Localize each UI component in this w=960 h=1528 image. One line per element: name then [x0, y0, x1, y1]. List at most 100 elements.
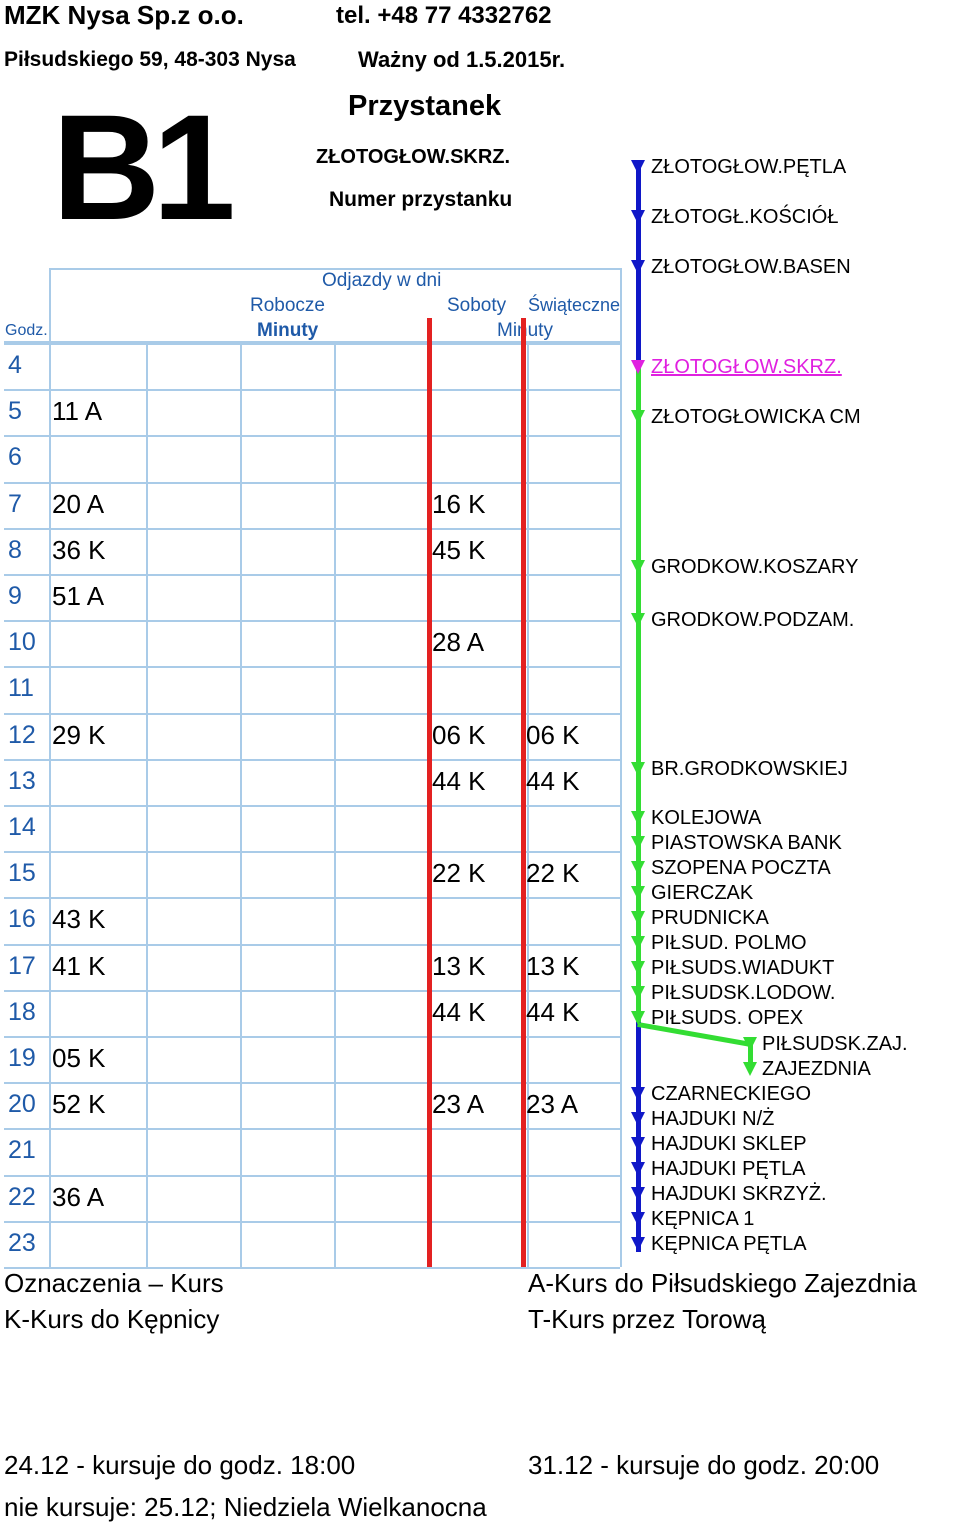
- stop-label: GIERCZAK: [651, 882, 754, 904]
- departure-weekday: 51 A: [52, 581, 105, 611]
- current-stop-label: ZŁOTOGŁOW.SKRZ.: [651, 356, 842, 378]
- grid-line: [4, 897, 620, 900]
- departure-holiday: 13 K: [526, 950, 580, 981]
- stop-marker-icon: [743, 1037, 757, 1051]
- stop-label: HAJDUKI N/Ż: [651, 1108, 775, 1130]
- departure-saturday: 44 K: [432, 765, 486, 796]
- stop-number-label: Numer przystanku: [329, 188, 513, 211]
- stop-label: CZARNECKIEGO: [651, 1083, 812, 1105]
- stop-label: HAJDUKI SKRZYŻ.: [651, 1183, 827, 1205]
- holiday-separator: [521, 318, 526, 1267]
- stop-label: BR.GRODKOWSKIEJ: [651, 758, 848, 780]
- stop-label: PIŁSUDS.WIADUKT: [651, 957, 835, 979]
- departure-saturday: 22 K: [432, 858, 486, 889]
- hour-cell: 20: [8, 1090, 36, 1119]
- company-address: Piłsudskiego 59, 48-303 Nysa: [4, 48, 296, 71]
- note-no-service: nie kursuje: 25.12; Niedziela Wielkanocn…: [4, 1492, 487, 1522]
- grid-line: [50, 268, 620, 270]
- stop-label: SZOPENA POCZTA: [651, 857, 831, 879]
- grid-line: [4, 435, 620, 438]
- stop-marker-icon: [631, 160, 645, 174]
- grid-line: [4, 1082, 620, 1085]
- grid-line: [49, 268, 51, 343]
- departure-holiday: 44 K: [526, 765, 580, 796]
- route-branch-line: [747, 1040, 753, 1062]
- grid-line: [4, 1128, 620, 1131]
- stop-label: ZAJEZDNIA: [762, 1058, 871, 1080]
- departure-saturday: 16 K: [432, 488, 486, 519]
- stop-marker-icon: [631, 1212, 645, 1226]
- stop-marker-icon: [631, 836, 645, 850]
- stop-label: PIŁSUDS. OPEX: [651, 1007, 804, 1029]
- departure-weekday: 11 A: [52, 396, 103, 427]
- stop-marker-icon: [631, 410, 645, 424]
- departure-weekday: 36 K: [52, 534, 106, 565]
- stop-label: ZŁOTOGŁOWICKA CM: [651, 406, 861, 428]
- grid-line: [4, 527, 620, 530]
- grid-line: [4, 620, 620, 623]
- hour-cell: 10: [8, 628, 36, 657]
- grid-line: [4, 343, 620, 345]
- stop-label: Przystanek: [348, 90, 502, 122]
- stop-label: HAJDUKI PĘTLA: [651, 1158, 806, 1180]
- hour-cell: 12: [8, 720, 36, 749]
- stop-marker-icon: [631, 886, 645, 900]
- departure-weekday: 43 K: [52, 904, 106, 935]
- departure-saturday: 28 A: [432, 627, 485, 658]
- stop-label: ZŁOTOGŁ.KOŚCIÓŁ: [651, 206, 839, 228]
- departure-weekday: 52 K: [52, 1089, 106, 1120]
- stop-marker-icon: [631, 911, 645, 925]
- stop-marker-icon: [743, 1062, 757, 1076]
- departure-saturday: 44 K: [432, 996, 486, 1027]
- stop-marker-icon: [631, 1137, 645, 1151]
- valid-from: Ważny od 1.5.2015r.: [358, 47, 566, 72]
- stop-marker-icon: [631, 1162, 645, 1176]
- stop-label: GRODKOW.PODZAM.: [651, 609, 855, 631]
- hour-cell: 19: [8, 1044, 36, 1072]
- stop-label: PIŁSUD. POLMO: [651, 932, 807, 954]
- stop-label: PRUDNICKA: [651, 907, 769, 929]
- grid-line: [4, 989, 620, 992]
- departure-holiday: 23 A: [526, 1089, 579, 1120]
- grid-line: [240, 343, 242, 1267]
- col-holiday-heading: Świąteczne: [528, 295, 621, 315]
- col-saturday-heading: Soboty: [447, 295, 507, 316]
- departure-saturday: 23 A: [432, 1089, 485, 1120]
- grid-line: [527, 343, 529, 1267]
- legend-title: Oznaczenia – Kurs: [4, 1268, 224, 1298]
- hour-cell: 6: [8, 443, 22, 472]
- stop-marker-icon: [631, 936, 645, 950]
- hour-cell: 16: [8, 905, 36, 934]
- grid-line: [4, 1267, 620, 1269]
- line-number: B1: [52, 83, 236, 251]
- grid-line: [4, 1174, 620, 1177]
- hour-cell: 18: [8, 997, 36, 1026]
- stop-marker-icon: [631, 560, 645, 574]
- stop-label: GRODKOW.KOSZARY: [651, 556, 859, 578]
- hour-cell: 23: [8, 1228, 36, 1257]
- col-weekday-heading: Robocze: [250, 295, 325, 316]
- stop-marker-icon: [631, 811, 645, 825]
- hour-cell: 5: [8, 397, 22, 426]
- departure-saturday: 45 K: [432, 534, 486, 565]
- stop-marker-icon: [631, 1187, 645, 1201]
- hour-cell: 17: [8, 951, 36, 980]
- stop-label: KOLEJOWA: [651, 807, 762, 829]
- grid-line: [620, 268, 622, 1267]
- hour-heading: Godz.: [5, 322, 48, 339]
- departure-weekday: 05 K: [52, 1043, 106, 1073]
- note-new-years-eve: 31.12 - kursuje do godz. 20:00: [528, 1450, 880, 1480]
- legend-t: T-Kurs przez Torową: [528, 1304, 766, 1334]
- stop-label: HAJDUKI SKLEP: [651, 1133, 807, 1155]
- stop-marker-icon: [631, 961, 645, 975]
- minutes-weekday-heading: Minuty: [257, 320, 319, 341]
- stop-label: PIŁSUDSK.LODOW.: [651, 982, 836, 1004]
- grid-line: [4, 574, 620, 576]
- departure-weekday: 29 K: [52, 719, 106, 750]
- grid-line: [4, 805, 620, 807]
- grid-line: [4, 666, 620, 669]
- hour-cell: 8: [8, 535, 22, 564]
- grid-line: [4, 481, 620, 484]
- stop-marker-icon: [631, 1237, 645, 1251]
- legend-k: K-Kurs do Kępnicy: [4, 1304, 220, 1334]
